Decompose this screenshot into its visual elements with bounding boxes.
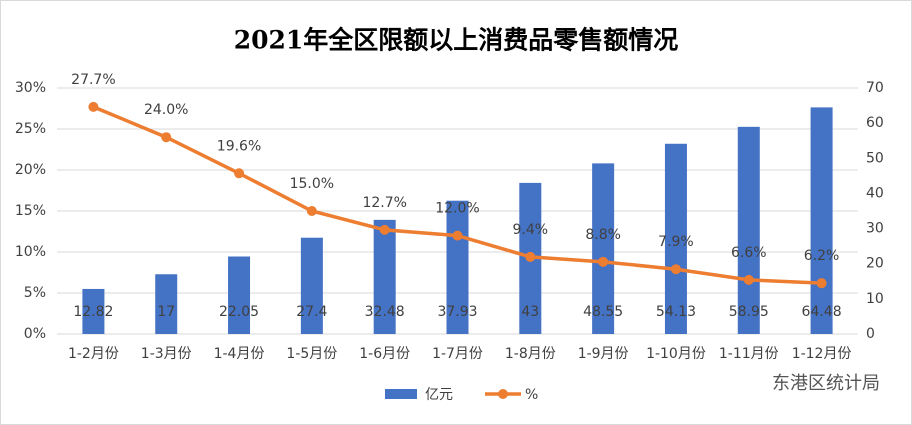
- line-value-label: 15.0%: [290, 176, 334, 192]
- line-value-label: 6.6%: [731, 245, 767, 261]
- bar-value-label: 48.55: [583, 304, 623, 320]
- y-tick-label: 10%: [15, 244, 46, 260]
- bar-value-label: 58.95: [729, 304, 769, 320]
- line-point: [670, 264, 681, 275]
- y2-tick-label: 20: [866, 256, 884, 272]
- line-value-label: 8.8%: [585, 227, 621, 243]
- legend-label: 亿元: [425, 387, 453, 403]
- line-point: [743, 274, 754, 285]
- line-point: [598, 256, 609, 267]
- line-point: [234, 168, 245, 179]
- legend-swatch-marker: [498, 389, 508, 399]
- bar: [373, 219, 396, 334]
- x-tick-label: 1-12月份: [792, 346, 852, 362]
- line-point: [88, 101, 99, 112]
- bar-value-label: 64.48: [802, 304, 842, 320]
- x-tick-label: 1-5月份: [286, 346, 337, 362]
- x-tick-label: 1-3月份: [141, 346, 192, 362]
- x-tick-label: 1-8月份: [505, 346, 556, 362]
- y2-tick-label: 40: [866, 185, 884, 201]
- x-tick-label: 1-2月份: [68, 346, 119, 362]
- legend-swatch: [385, 389, 417, 399]
- y-tick-label: 30%: [15, 80, 46, 96]
- bar: [82, 288, 105, 334]
- line-point: [525, 251, 536, 262]
- line-value-label: 27.7%: [71, 72, 115, 88]
- line-point: [452, 230, 463, 241]
- line-value-label: 19.6%: [217, 138, 261, 154]
- y-tick-label: 5%: [24, 285, 46, 301]
- y2-tick-label: 70: [866, 80, 884, 96]
- bar-value-label: 37.93: [437, 304, 477, 320]
- watermark: 东港区统计局: [772, 373, 880, 394]
- y-tick-label: 25%: [15, 121, 46, 137]
- x-tick-label: 1-10月份: [646, 346, 706, 362]
- legend-label: %: [525, 387, 538, 403]
- line-value-label: 7.9%: [658, 234, 694, 250]
- bar: [737, 126, 760, 334]
- x-tick-label: 1-9月份: [578, 346, 629, 362]
- bar: [228, 256, 251, 334]
- x-tick-label: 1-6月份: [359, 346, 410, 362]
- y-tick-label: 20%: [15, 162, 46, 178]
- line-point: [379, 224, 390, 235]
- bar-value-label: 17: [157, 304, 175, 320]
- bar-value-label: 32.48: [365, 304, 405, 320]
- bar-value-label: 22.05: [219, 304, 259, 320]
- y2-tick-label: 50: [866, 150, 884, 166]
- bar: [664, 143, 687, 334]
- line-value-label: 6.2%: [804, 248, 840, 264]
- y2-tick-label: 60: [866, 115, 884, 131]
- y-tick-label: 0%: [24, 326, 46, 342]
- line-point: [306, 206, 317, 216]
- bar: [300, 237, 323, 334]
- bar: [592, 163, 615, 334]
- line-value-label: 12.7%: [362, 195, 406, 211]
- bar: [810, 107, 833, 334]
- x-tick-label: 1-7月份: [432, 346, 483, 362]
- line-value-label: 24.0%: [144, 102, 188, 118]
- line-value-label: 9.4%: [513, 222, 549, 238]
- bar: [155, 274, 178, 334]
- bar-value-label: 12.82: [73, 304, 113, 320]
- line-point: [816, 278, 827, 289]
- y2-tick-label: 30: [866, 221, 884, 237]
- x-tick-label: 1-4月份: [214, 346, 265, 362]
- y-tick-label: 15%: [15, 203, 46, 219]
- bar-value-label: 43: [521, 304, 539, 320]
- line-point: [161, 132, 172, 143]
- y2-tick-label: 0: [866, 326, 875, 342]
- y2-tick-label: 10: [866, 291, 884, 307]
- chart-title: 2021年全区限额以上消费品零售额情况: [234, 26, 679, 55]
- line-value-label: 12.0%: [435, 201, 479, 217]
- bar-value-label: 27.4: [296, 304, 327, 320]
- x-tick-label: 1-11月份: [719, 346, 779, 362]
- bar-value-label: 54.13: [656, 304, 696, 320]
